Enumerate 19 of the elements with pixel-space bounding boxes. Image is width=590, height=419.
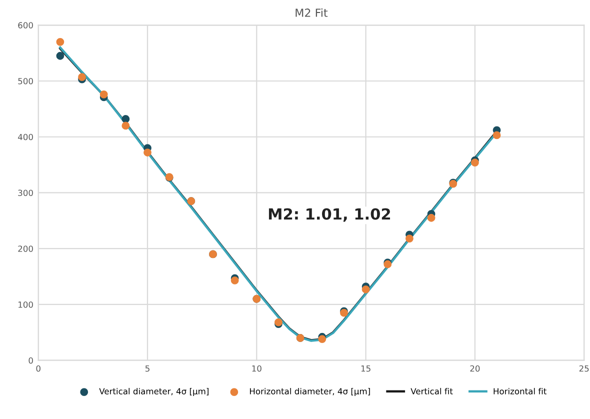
x-tick-label: 5 — [145, 365, 150, 372]
x-tick-label: 25 — [579, 365, 589, 372]
legend-label: Vertical diameter, 4σ [µm] — [99, 388, 208, 396]
x-tick-label: 10 — [252, 365, 262, 372]
y-tick-label: 400 — [18, 134, 33, 140]
y-tick-label: 0 — [28, 357, 33, 364]
y-tick-label: 500 — [18, 78, 33, 84]
y-tick-label: 600 — [18, 22, 33, 28]
legend-label: Horizontal diameter, 4σ [µm] — [250, 388, 370, 396]
x-tick-label: 20 — [470, 365, 480, 372]
legend-label: Vertical fit — [410, 388, 453, 394]
y-tick-label: 300 — [18, 190, 33, 196]
annotation: M2: 1.01, 1.02 — [268, 208, 390, 222]
y-tick-label: 100 — [18, 301, 33, 308]
chart-title: M2 Fit — [296, 8, 328, 17]
legend-label: Horizontal fit — [494, 388, 546, 394]
x-tick-label: 15 — [361, 365, 370, 372]
y-tick-label: 200 — [18, 246, 33, 252]
x-tick-label: 0 — [36, 365, 40, 372]
